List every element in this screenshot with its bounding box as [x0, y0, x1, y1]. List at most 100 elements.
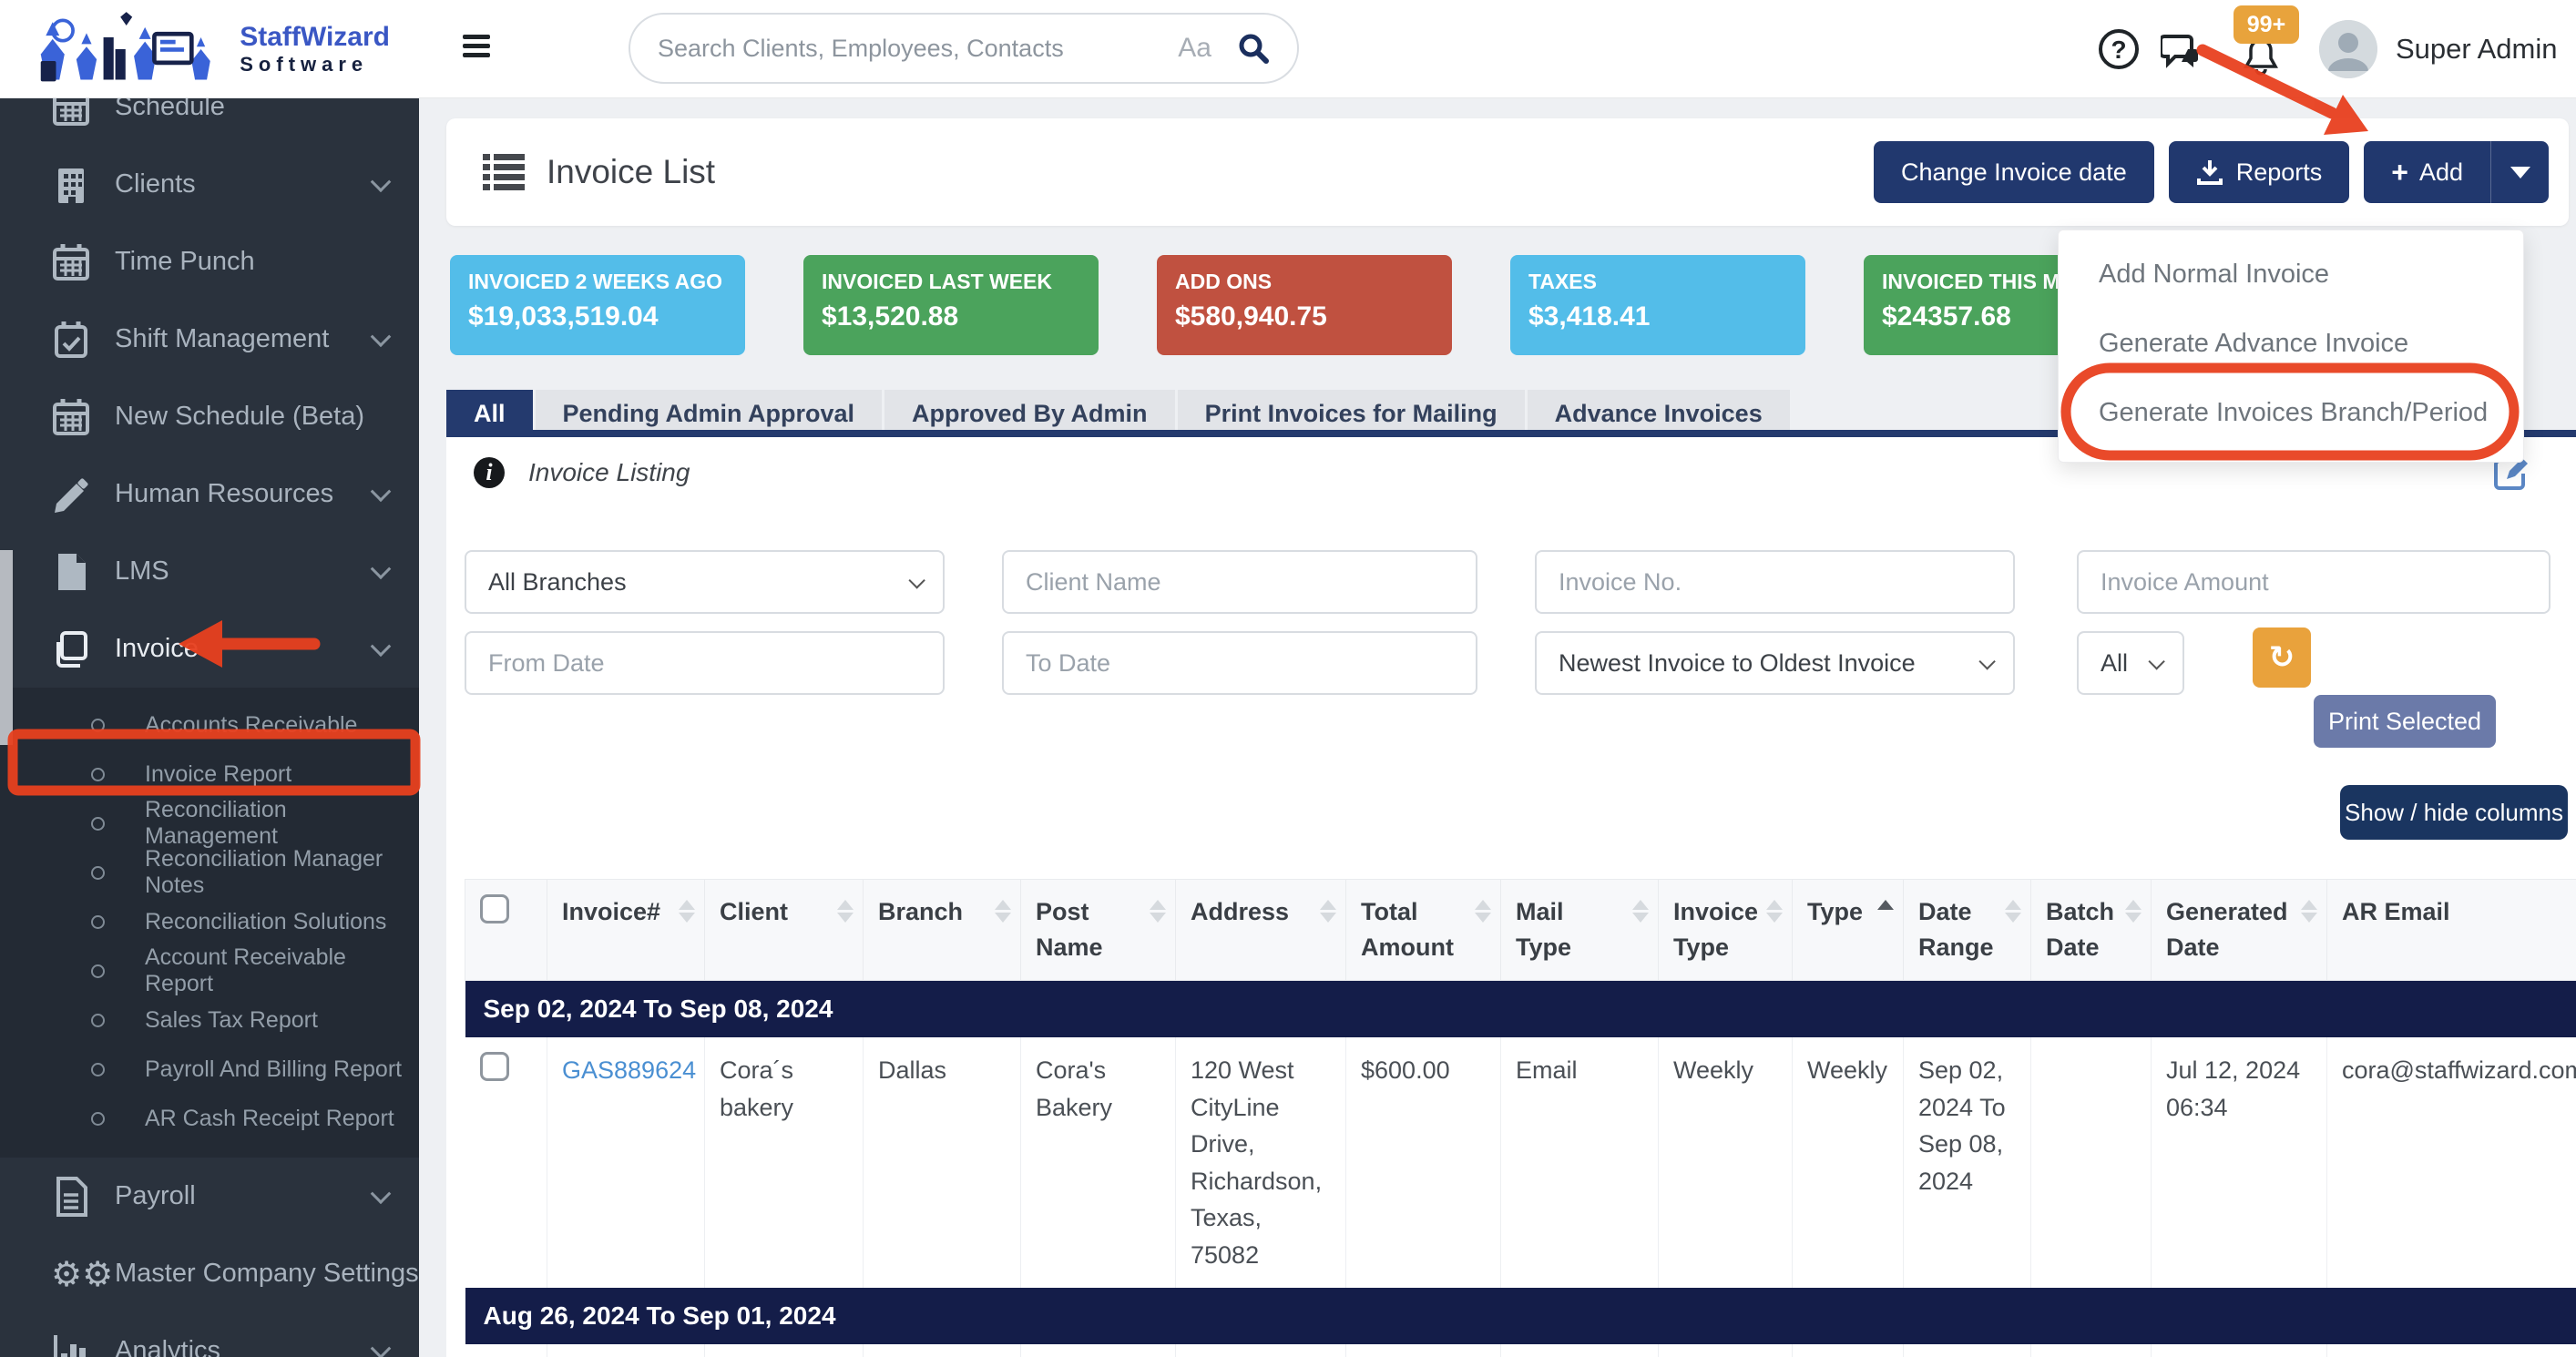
- match-case-toggle[interactable]: Aa: [1178, 33, 1211, 63]
- sidebar-item-analytics[interactable]: Analytics: [0, 1312, 419, 1357]
- user-name[interactable]: Super Admin: [2396, 33, 2558, 65]
- select-all-header[interactable]: [465, 878, 547, 982]
- col-total-amount[interactable]: Total Amount: [1345, 878, 1501, 982]
- branch-cell: Dallas: [863, 1344, 1021, 1357]
- gears-icon: ⚙⚙: [51, 1253, 114, 1294]
- search-input[interactable]: [658, 34, 1179, 63]
- submenu-item-account-receivable-report[interactable]: Account Receivable Report: [0, 944, 419, 996]
- search-icon[interactable]: [1237, 32, 1270, 65]
- invoice-amount-input[interactable]: [2077, 550, 2550, 614]
- total-cell: $100.00: [1345, 1344, 1501, 1357]
- submenu-item-payroll-and-billing-report[interactable]: Payroll And Billing Report: [0, 1045, 419, 1094]
- col-client[interactable]: Client: [704, 878, 864, 982]
- add-button[interactable]: + Add: [2364, 141, 2490, 203]
- sidebar-scrollbar[interactable]: [0, 550, 13, 745]
- to-date-input[interactable]: [1002, 631, 1477, 695]
- col-post-name[interactable]: Post Name: [1020, 878, 1176, 982]
- menu-item-label: Add Normal Invoice: [2099, 259, 2330, 289]
- add-dropdown-toggle[interactable]: [2490, 141, 2549, 203]
- period-group-row: Aug 26, 2024 To Sep 01, 2024: [465, 1288, 2576, 1345]
- print-selected-button[interactable]: Print Selected: [2314, 695, 2496, 748]
- submenu-item-invoice-report[interactable]: Invoice Report: [0, 750, 419, 799]
- sort-order-select[interactable]: Newest Invoice to Oldest Invoice: [1535, 631, 2015, 695]
- table-row: GAS889624 Cora´s bakery Dallas Cora's Ba…: [465, 1037, 2576, 1289]
- help-icon[interactable]: [2099, 29, 2139, 69]
- submenu-item-ar-cash-receipt-report[interactable]: AR Cash Receipt Report: [0, 1094, 419, 1143]
- sidebar-item-clients[interactable]: Clients: [0, 146, 419, 223]
- sidebar-item-master-company-settings[interactable]: ⚙⚙ Master Company Settings: [0, 1235, 419, 1312]
- tab-advance-invoices[interactable]: Advance Invoices: [1527, 390, 1790, 437]
- chevron-down-icon: [370, 1337, 392, 1357]
- sidebar-item-new-schedule[interactable]: New Schedule (Beta): [0, 378, 419, 455]
- user-avatar[interactable]: [2319, 20, 2377, 78]
- col-invoice-type[interactable]: Invoice Type: [1658, 878, 1793, 982]
- col-batch-date[interactable]: Batch Date: [2030, 878, 2152, 982]
- sidebar-item-invoice[interactable]: Invoice: [0, 610, 419, 688]
- period-group-row: Sep 02, 2024 To Sep 08, 2024: [465, 980, 2576, 1038]
- submenu-item-reconciliation-solutions[interactable]: Reconciliation Solutions: [0, 897, 419, 946]
- sidebar-item-label: Shift Management: [115, 324, 330, 353]
- col-ar-email[interactable]: AR Email: [2326, 878, 2576, 982]
- sidebar-item-schedule[interactable]: Schedule: [0, 98, 419, 146]
- submenu-item-sales-tax-report[interactable]: Sales Tax Report: [0, 995, 419, 1045]
- batch-date-cell: [2030, 1344, 2152, 1357]
- submenu-label: Payroll And Billing Report: [145, 1056, 403, 1082]
- submenu-label: Accounts Receivable: [145, 711, 358, 738]
- chevron-down-icon: [370, 635, 392, 657]
- sidebar-item-lms[interactable]: LMS: [0, 533, 419, 610]
- button-label: Change Invoice date: [1901, 158, 2127, 186]
- submenu-item-accounts-receivable[interactable]: Accounts Receivable: [0, 700, 419, 750]
- show-hide-columns-button[interactable]: Show / hide columns: [2340, 785, 2568, 840]
- status-all-select[interactable]: All: [2077, 631, 2184, 695]
- tab-all[interactable]: All: [446, 390, 533, 437]
- row-checkbox[interactable]: [479, 1052, 509, 1082]
- tab-print-invoices-for-mailing[interactable]: Print Invoices for Mailing: [1177, 390, 1525, 437]
- notification-badge: 99+: [2234, 5, 2299, 44]
- submenu-label: Reconciliation Manager Notes: [145, 846, 383, 898]
- col-mail-type[interactable]: Mail Type: [1500, 878, 1659, 982]
- menu-item-generate-advance-invoice[interactable]: Generate Advance Invoice: [2059, 309, 2523, 378]
- submenu-label: Reconciliation Solutions: [145, 908, 387, 934]
- sidebar-item-time-punch[interactable]: Time Punch: [0, 223, 419, 301]
- col-date-range[interactable]: Date Range: [1903, 878, 2031, 982]
- invoice-link[interactable]: GAS889624: [562, 1056, 697, 1085]
- info-icon: [474, 457, 505, 488]
- submenu-item-reconciliation-management[interactable]: Reconciliation Management: [0, 797, 419, 849]
- app-logo[interactable]: StaffWizard Software: [26, 5, 390, 93]
- tab-approved-by-admin[interactable]: Approved By Admin: [884, 390, 1175, 437]
- select-all-checkbox[interactable]: [480, 894, 509, 923]
- submenu-item-reconciliation-manager-notes[interactable]: Reconciliation Manager Notes: [0, 846, 419, 898]
- refresh-button[interactable]: ↻: [2253, 627, 2311, 688]
- branch-select[interactable]: All Branches: [465, 550, 945, 614]
- bullet-icon: [91, 767, 105, 781]
- from-date-input[interactable]: [465, 631, 945, 695]
- col-generated-date[interactable]: Generated Date: [2151, 878, 2327, 982]
- bullet-icon: [91, 1111, 105, 1126]
- refresh-icon: ↻: [2268, 639, 2295, 676]
- tab-label: Pending Admin Approval: [562, 399, 855, 427]
- menu-toggle-icon[interactable]: [463, 35, 490, 58]
- col-type[interactable]: Type: [1792, 878, 1904, 982]
- col-address[interactable]: Address: [1175, 878, 1346, 982]
- address-cell: 120 West CityLine Drive, Richardson, Tex…: [1175, 1344, 1346, 1357]
- change-invoice-date-button[interactable]: Change Invoice date: [1874, 141, 2154, 203]
- listing-title: Invoice Listing: [528, 458, 690, 486]
- branch-select-value: All Branches: [488, 567, 627, 596]
- col-invoice[interactable]: Invoice#: [547, 878, 705, 982]
- chevron-down-icon: [370, 1182, 392, 1204]
- col-branch[interactable]: Branch: [863, 878, 1021, 982]
- menu-item-add-normal-invoice[interactable]: Add Normal Invoice: [2059, 240, 2523, 309]
- sidebar-item-human-resources[interactable]: Human Resources: [0, 455, 419, 533]
- client-name-input[interactable]: [1002, 550, 1477, 614]
- sidebar-item-payroll[interactable]: Payroll: [0, 1158, 419, 1235]
- invoice-no-input[interactable]: [1535, 550, 2015, 614]
- stat-value: $580,940.75: [1175, 301, 1327, 332]
- chevron-down-icon: [370, 480, 392, 502]
- generated-cell: Jul 12, 2024 06:34: [2151, 1037, 2327, 1289]
- sidebar-item-shift-management[interactable]: Shift Management: [0, 301, 419, 378]
- reports-button[interactable]: Reports: [2168, 141, 2350, 203]
- menu-item-generate-invoices-branch-period[interactable]: Generate Invoices Branch/Period: [2059, 378, 2523, 447]
- tab-pending-admin-approval[interactable]: Pending Admin Approval: [535, 390, 883, 437]
- date-range-cell: Aug 26, 2024 To Sep 01, 2024: [1903, 1344, 2031, 1357]
- chat-icon[interactable]: [2161, 33, 2201, 69]
